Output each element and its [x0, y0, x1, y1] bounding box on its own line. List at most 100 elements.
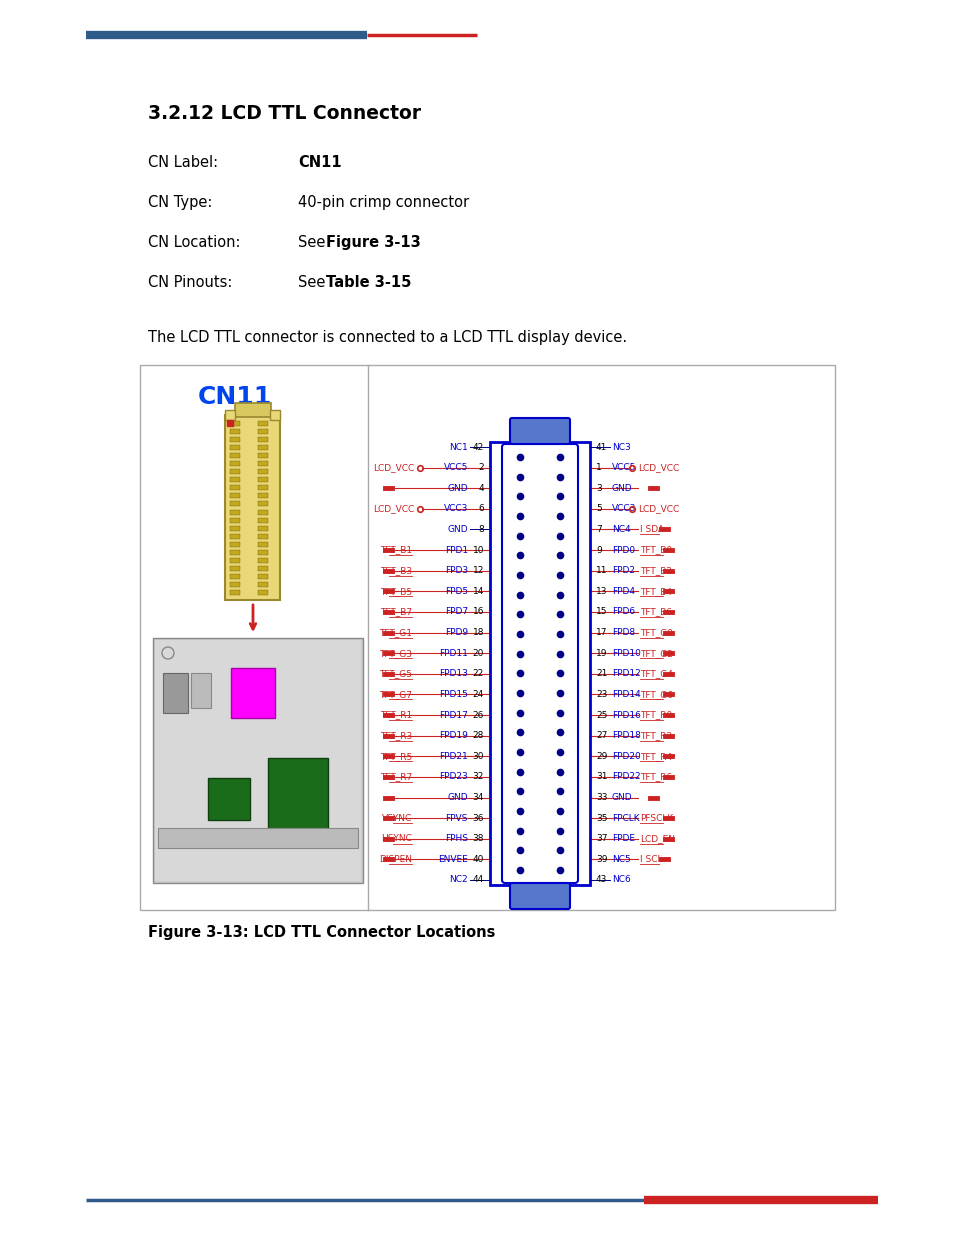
- Bar: [257, 550, 268, 555]
- Text: 26: 26: [472, 710, 483, 720]
- Text: 40-pin crimp connector: 40-pin crimp connector: [297, 195, 469, 210]
- Bar: [231, 437, 240, 442]
- Text: 12: 12: [472, 566, 483, 576]
- Text: TFT_R7: TFT_R7: [379, 772, 412, 782]
- FancyBboxPatch shape: [510, 417, 569, 445]
- Text: FPD17: FPD17: [438, 710, 468, 720]
- Text: 15: 15: [596, 608, 607, 616]
- Text: 11: 11: [596, 566, 607, 576]
- Text: GND: GND: [612, 484, 632, 493]
- Text: TFT_R1: TFT_R1: [379, 710, 412, 720]
- Text: FPD12: FPD12: [612, 669, 640, 678]
- Text: 3.2.12 LCD TTL Connector: 3.2.12 LCD TTL Connector: [148, 104, 420, 124]
- Bar: [225, 410, 235, 420]
- Text: VCC3: VCC3: [612, 504, 636, 514]
- Bar: [234, 403, 271, 417]
- Text: 21: 21: [596, 669, 607, 678]
- Bar: [257, 582, 268, 587]
- Text: FPD16: FPD16: [612, 710, 640, 720]
- Text: 32: 32: [472, 772, 483, 782]
- Bar: [231, 453, 240, 458]
- Text: TFT_G6: TFT_G6: [639, 690, 672, 699]
- Bar: [231, 445, 240, 450]
- Bar: [257, 469, 268, 474]
- Text: 19: 19: [596, 648, 607, 658]
- Bar: [257, 558, 268, 563]
- Text: NC2: NC2: [449, 876, 468, 884]
- Text: 35: 35: [596, 814, 607, 823]
- Text: TFT_G0: TFT_G0: [639, 629, 672, 637]
- Text: TFT_G5: TFT_G5: [378, 669, 412, 678]
- Text: 8: 8: [477, 525, 483, 534]
- Bar: [257, 590, 268, 595]
- Bar: [140, 366, 834, 910]
- Text: FPD20: FPD20: [612, 752, 640, 761]
- Text: 34: 34: [472, 793, 483, 802]
- Text: FPD6: FPD6: [612, 608, 635, 616]
- Text: 44: 44: [473, 876, 483, 884]
- Bar: [257, 526, 268, 531]
- Bar: [231, 510, 240, 515]
- Text: 25: 25: [596, 710, 607, 720]
- Text: 31: 31: [596, 772, 607, 782]
- Text: FPD4: FPD4: [612, 587, 635, 595]
- Bar: [191, 673, 211, 708]
- Bar: [257, 461, 268, 467]
- Text: Figure 3-13: LCD TTL Connector Locations: Figure 3-13: LCD TTL Connector Locations: [148, 925, 495, 940]
- Text: NC5: NC5: [612, 855, 630, 863]
- Bar: [154, 640, 360, 881]
- Text: 13: 13: [596, 587, 607, 595]
- Text: GND: GND: [612, 793, 632, 802]
- Text: 24: 24: [473, 690, 483, 699]
- Bar: [257, 566, 268, 571]
- Bar: [231, 494, 240, 499]
- Text: TFT_G2: TFT_G2: [639, 648, 672, 658]
- Bar: [268, 758, 328, 839]
- Bar: [231, 526, 240, 531]
- Text: 20: 20: [472, 648, 483, 658]
- Text: PFSCLK: PFSCLK: [639, 814, 673, 823]
- Text: 1: 1: [596, 463, 601, 472]
- Text: FPDE: FPDE: [612, 835, 635, 844]
- Text: LCD_VCC: LCD_VCC: [373, 504, 414, 514]
- Text: 40: 40: [472, 855, 483, 863]
- Text: NC6: NC6: [612, 876, 630, 884]
- Text: TFT_R3: TFT_R3: [379, 731, 412, 740]
- FancyBboxPatch shape: [510, 883, 569, 909]
- Text: 6: 6: [477, 504, 483, 514]
- Bar: [257, 501, 268, 506]
- Text: TFT_G1: TFT_G1: [378, 629, 412, 637]
- Text: CN Label:: CN Label:: [148, 156, 218, 170]
- Text: GND: GND: [447, 525, 468, 534]
- Text: FPD2: FPD2: [612, 566, 635, 576]
- Bar: [158, 827, 357, 848]
- Text: TFT_B3: TFT_B3: [379, 566, 412, 576]
- Bar: [257, 574, 268, 579]
- Bar: [257, 429, 268, 433]
- Text: FPD23: FPD23: [438, 772, 468, 782]
- Bar: [231, 668, 274, 718]
- Bar: [231, 469, 240, 474]
- Text: 41: 41: [596, 442, 607, 452]
- Bar: [231, 421, 240, 426]
- Text: Table 3-15: Table 3-15: [326, 275, 411, 290]
- Text: TFT_R4: TFT_R4: [639, 752, 672, 761]
- Bar: [271, 410, 280, 420]
- Text: FPD0: FPD0: [612, 546, 635, 555]
- Text: NC4: NC4: [612, 525, 630, 534]
- Text: TFT_R5: TFT_R5: [379, 752, 412, 761]
- Text: 2: 2: [477, 463, 483, 472]
- Text: The LCD TTL connector is connected to a LCD TTL display device.: The LCD TTL connector is connected to a …: [148, 330, 626, 345]
- Text: TFT_R0: TFT_R0: [639, 710, 672, 720]
- Bar: [231, 485, 240, 490]
- Bar: [231, 542, 240, 547]
- Text: ENVEE: ENVEE: [437, 855, 468, 863]
- Bar: [257, 510, 268, 515]
- Bar: [231, 534, 240, 538]
- Text: 30: 30: [472, 752, 483, 761]
- Bar: [257, 534, 268, 538]
- Text: 3: 3: [596, 484, 601, 493]
- Text: Figure 3-13: Figure 3-13: [326, 235, 420, 249]
- Text: 43: 43: [596, 876, 607, 884]
- Text: 7: 7: [596, 525, 601, 534]
